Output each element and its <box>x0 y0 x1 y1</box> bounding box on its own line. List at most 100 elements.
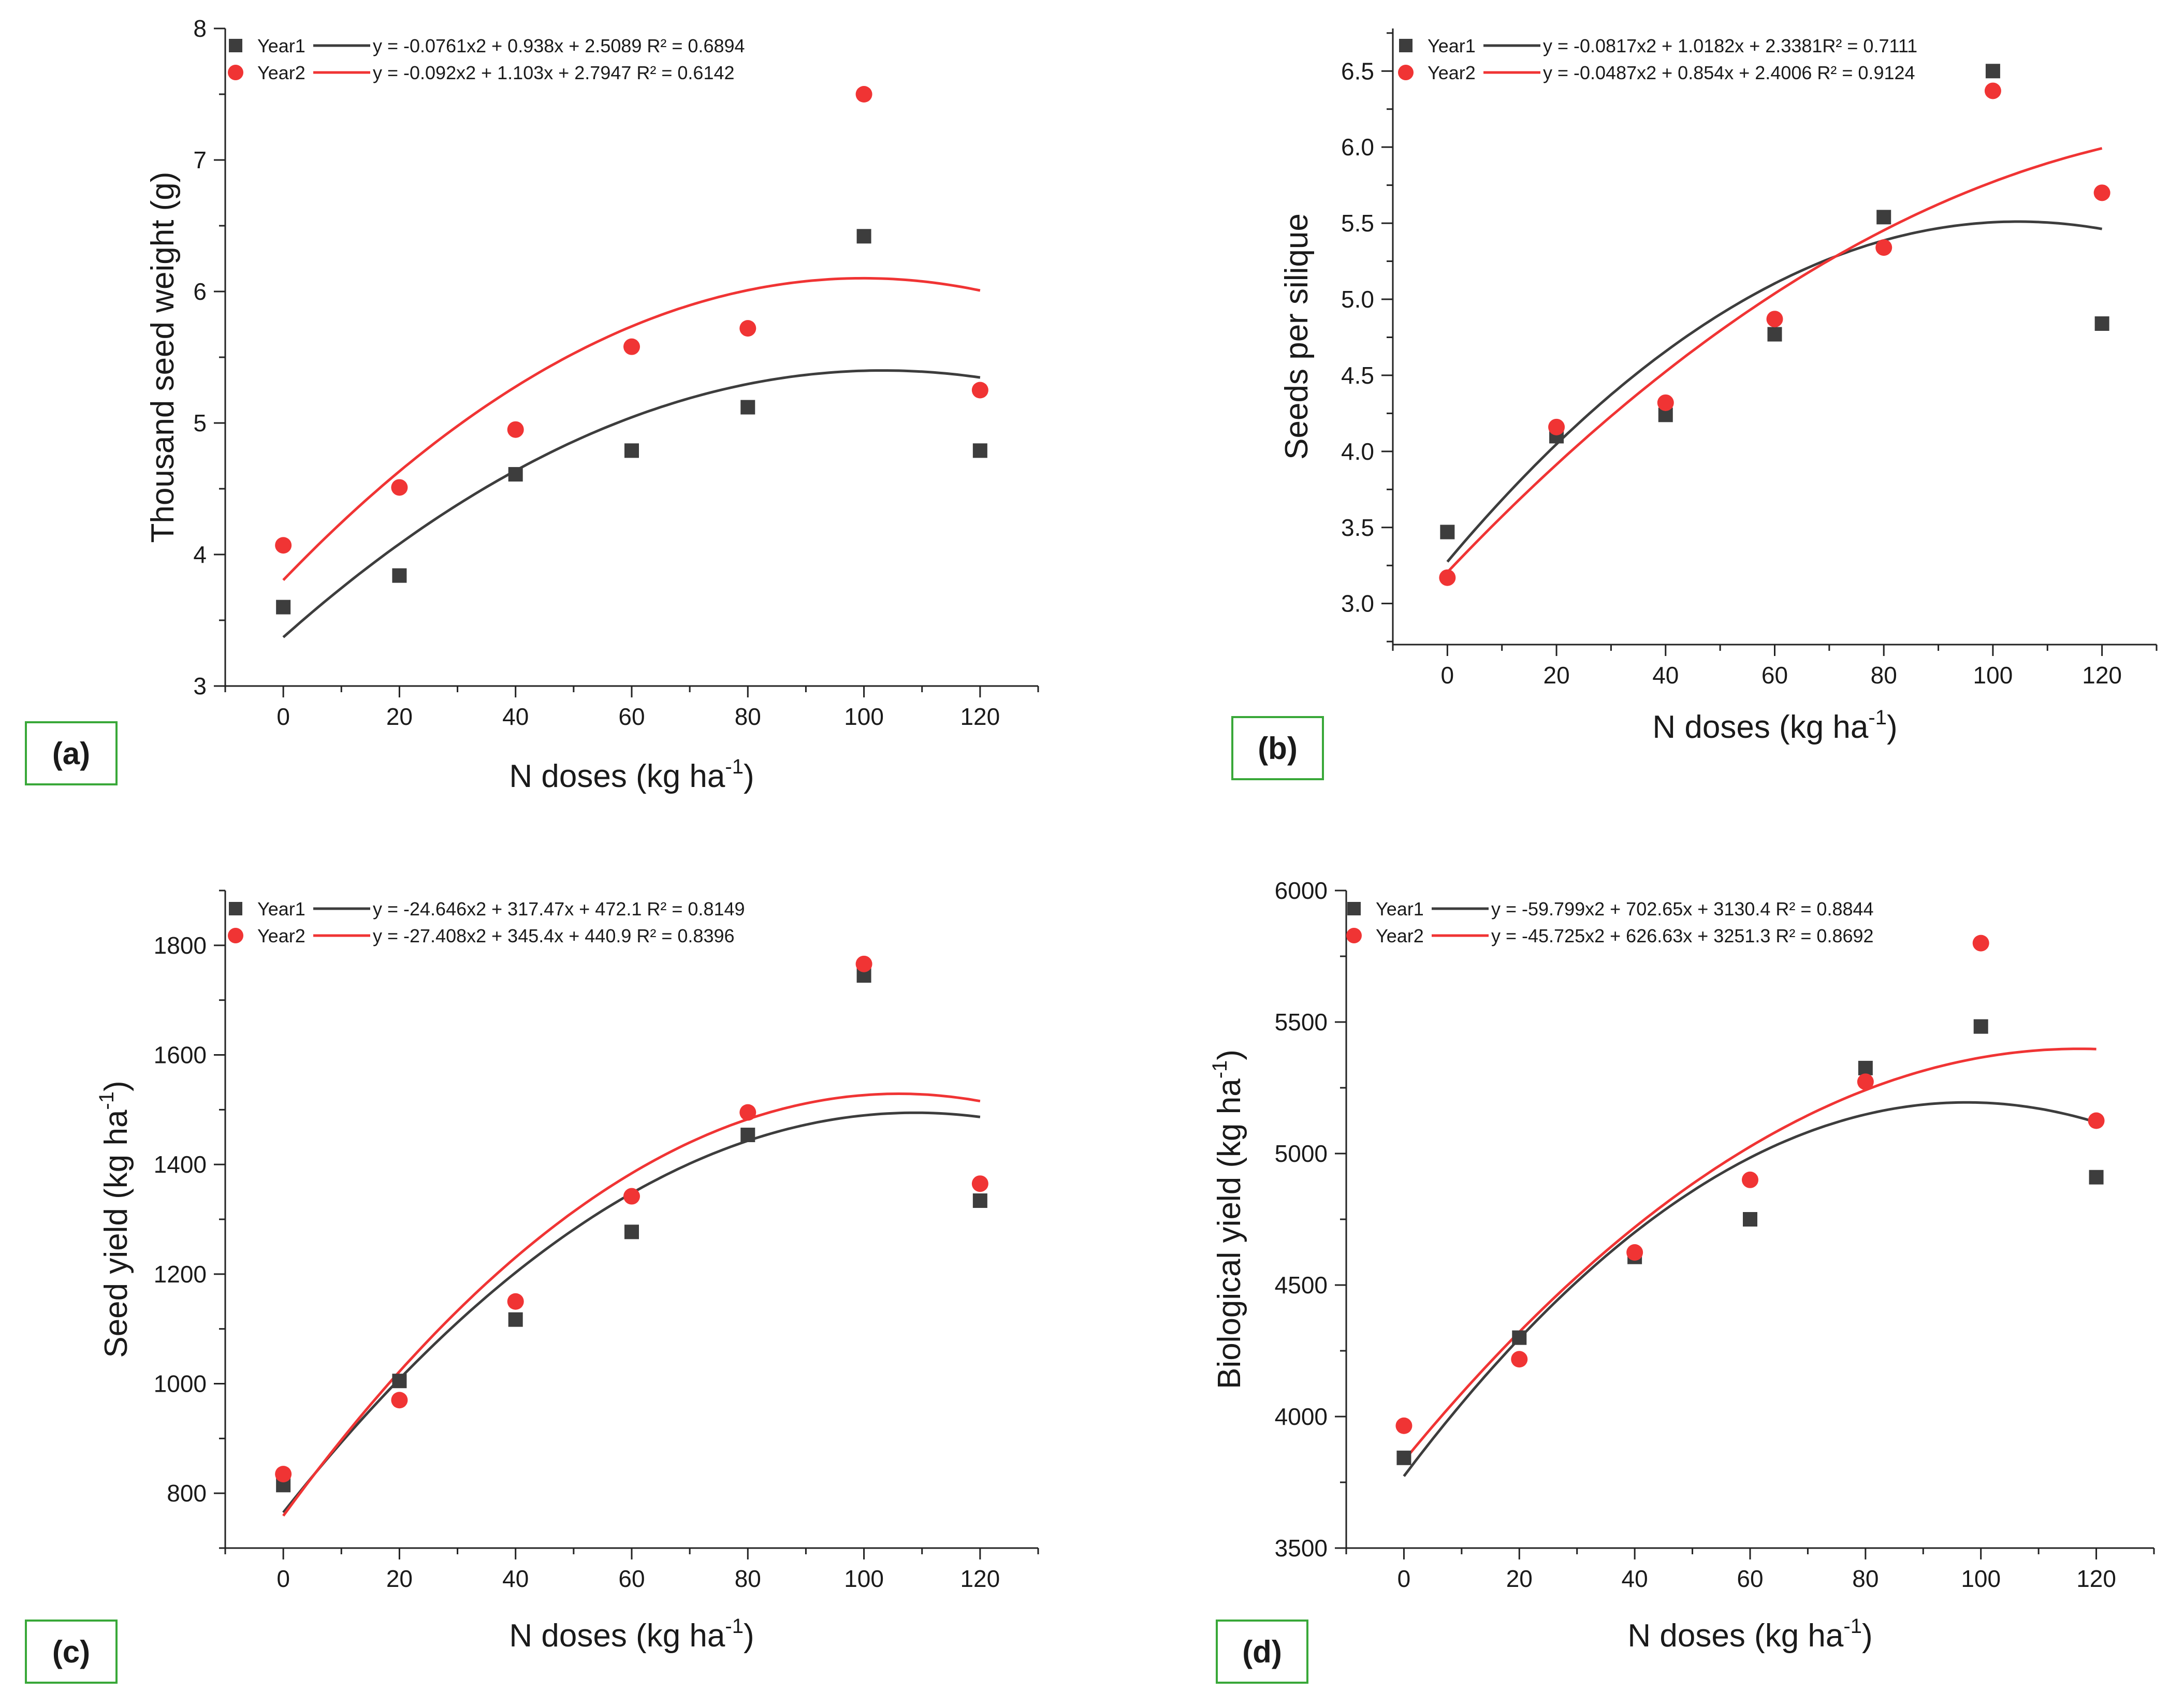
x-tick-label: 120 <box>960 703 1000 730</box>
y-tick-label: 5 <box>193 410 207 436</box>
legend-label-year1: Year1 <box>257 35 305 56</box>
point-year1 <box>1440 524 1455 539</box>
point-year2 <box>1626 1244 1643 1261</box>
fit-curve-year1 <box>1446 220 2103 563</box>
x-tick-label: 80 <box>1871 662 1897 689</box>
legend-marker-year2 <box>228 65 243 80</box>
point-year1 <box>2094 316 2109 331</box>
point-year2 <box>739 1104 756 1121</box>
y-tick-label: 1800 <box>154 932 207 959</box>
point-year2 <box>1857 1073 1874 1090</box>
fit-equation-label: y = -0.092x2 + 1.103x + 2.7947 R² = 0.61… <box>373 62 735 83</box>
fit-curve-year1 <box>282 369 981 638</box>
x-tick-label: 0 <box>276 1565 290 1592</box>
x-axis-label: N doses (kg ha-1) <box>509 755 754 794</box>
x-tick-label: 60 <box>1737 1565 1763 1592</box>
legend-marker-year2 <box>228 928 243 943</box>
point-year1 <box>1973 1019 1988 1034</box>
point-year1 <box>1512 1330 1527 1345</box>
chart-panel-c: 0 20 40 60 80 100 120 800 1000 1200 1400 1600 1800 N … <box>25 889 1039 1684</box>
point-year2 <box>855 955 872 972</box>
fit-equation-label: y = -59.799x2 + 702.65x + 3130.4 R² = 0.… <box>1491 898 1874 920</box>
panel-label: (b) <box>1258 731 1298 766</box>
y-tick-label: 4 <box>193 541 207 568</box>
point-year2 <box>391 479 408 496</box>
y-tick-label: 5.0 <box>1341 286 1374 313</box>
point-year1 <box>740 400 755 415</box>
y-axis-label: Seed yield (kg ha-1) <box>95 1081 134 1358</box>
point-year1 <box>972 1193 987 1208</box>
y-axis-label: Biological yield (kg ha-1) <box>1209 1049 1247 1389</box>
chart-panel-b: 0 20 40 60 80 100 120 3.0 3.5 4.0 4.5 5.0 5.5 6.0 6.5 N… <box>1231 28 2158 780</box>
legend-label-year1: Year1 <box>1376 898 1424 920</box>
x-tick-label: 0 <box>1397 1565 1411 1592</box>
point-year1 <box>508 1312 523 1327</box>
x-tick-label: 40 <box>502 1565 529 1592</box>
point-year2 <box>623 338 640 355</box>
point-year2 <box>1972 935 1989 952</box>
y-tick-label: 8 <box>193 15 207 42</box>
y-tick-label: 1400 <box>154 1151 207 1178</box>
point-year2 <box>507 1293 524 1310</box>
point-year2 <box>1766 311 1783 328</box>
x-tick-label: 20 <box>1543 662 1569 689</box>
legend-marker-year2 <box>1346 928 1362 943</box>
point-year2 <box>275 1466 292 1483</box>
panel-label: (d) <box>1242 1635 1282 1669</box>
y-tick-label: 4.5 <box>1341 362 1374 389</box>
point-year1 <box>856 229 871 244</box>
point-year1 <box>1396 1450 1411 1465</box>
x-tick-label: 80 <box>1852 1565 1879 1592</box>
legend-label-year2: Year2 <box>1376 925 1424 946</box>
fit-curve-year1 <box>1403 1101 2097 1477</box>
y-tick-label: 5000 <box>1275 1140 1328 1167</box>
x-tick-label: 100 <box>1961 1565 2001 1592</box>
y-tick-label: 6000 <box>1275 877 1328 904</box>
fit-curve-year2 <box>282 1092 981 1517</box>
x-tick-label: 100 <box>844 703 884 730</box>
point-year1 <box>392 1374 407 1389</box>
x-tick-label: 120 <box>960 1565 1000 1592</box>
x-axis-label: N doses (kg ha-1) <box>509 1615 754 1654</box>
x-tick-label: 20 <box>386 703 413 730</box>
fit-equation-label: y = -0.0487x2 + 0.854x + 2.4006 R² = 0.9… <box>1543 62 1915 83</box>
fit-equation-label: y = -27.408x2 + 345.4x + 440.9 R² = 0.83… <box>373 925 735 946</box>
y-tick-label: 3.5 <box>1341 514 1374 541</box>
legend: Year1 y = -59.799x2 + 702.65x + 3130.4 R²… <box>1346 898 1874 946</box>
y-axis-label: Thousand seed weight (g) <box>145 172 181 543</box>
point-year1 <box>392 568 407 583</box>
legend-marker-year1 <box>1347 902 1361 915</box>
x-tick-label: 120 <box>2076 1565 2116 1592</box>
legend-label-year2: Year2 <box>257 62 305 83</box>
legend-marker-year1 <box>229 39 242 52</box>
panel-label-box <box>25 1620 118 1684</box>
point-year1 <box>624 1224 639 1239</box>
y-tick-label: 3.0 <box>1341 590 1374 617</box>
point-year2 <box>1984 82 2001 99</box>
legend-label-year1: Year1 <box>257 898 305 920</box>
panel-label: (a) <box>52 736 90 771</box>
point-year2 <box>275 537 292 554</box>
y-axis-label: Seeds per silique <box>1279 213 1315 460</box>
fit-equation-label: y = -0.0817x2 + 1.0182x + 2.3381R² = 0.7… <box>1543 35 1917 56</box>
fit-curve-year2 <box>282 276 981 581</box>
x-tick-label: 80 <box>735 703 761 730</box>
x-axis-label: N doses (kg ha-1) <box>1652 706 1897 745</box>
panel-label-box <box>25 721 118 785</box>
panel-label-box <box>1216 1620 1308 1684</box>
legend-marker-year1 <box>1399 39 1413 52</box>
y-tick-label: 6.0 <box>1341 134 1374 161</box>
x-tick-label: 60 <box>618 1565 645 1592</box>
point-year2 <box>1657 394 1674 411</box>
y-tick-label: 1200 <box>154 1261 207 1288</box>
x-tick-label: 60 <box>618 703 645 730</box>
x-axis-label: N doses (kg ha-1) <box>1627 1615 1872 1654</box>
point-year2 <box>855 86 872 103</box>
x-tick-label: 40 <box>1652 662 1679 689</box>
fit-equation-label: y = -45.725x2 + 626.63x + 3251.3 R² = 0.… <box>1491 925 1874 946</box>
point-year1 <box>972 443 987 458</box>
y-tick-label: 5500 <box>1275 1009 1328 1035</box>
point-year2 <box>2093 184 2110 201</box>
x-tick-label: 40 <box>502 703 529 730</box>
fit-equation-label: y = -24.646x2 + 317.47x + 472.1 R² = 0.8… <box>373 898 745 920</box>
